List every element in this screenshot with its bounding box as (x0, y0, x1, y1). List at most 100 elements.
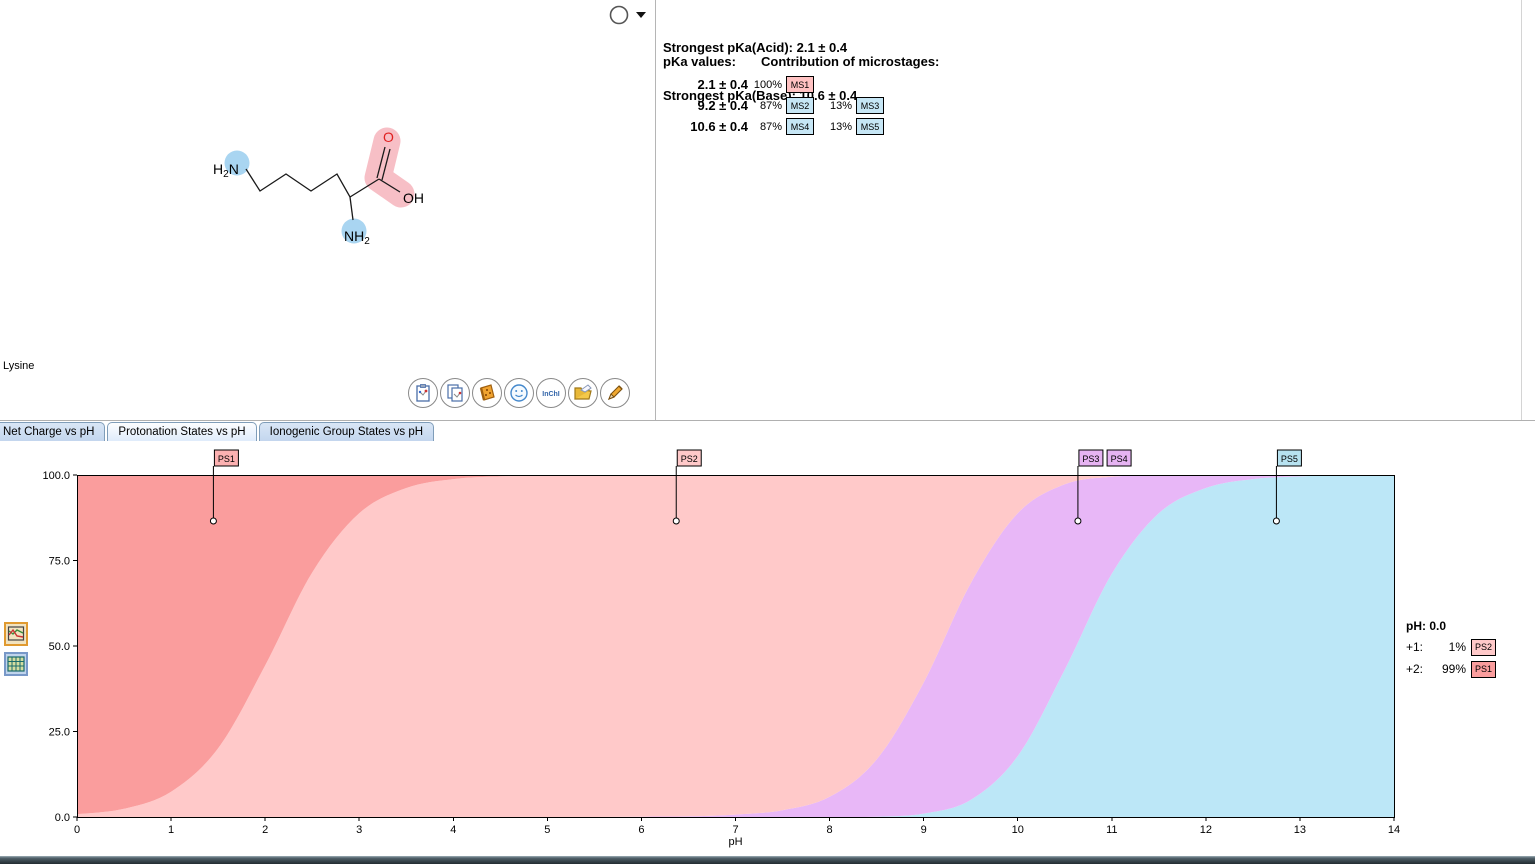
x-tick-label: 9 (921, 824, 927, 836)
edit-pencil-icon (608, 385, 623, 400)
structure-canvas[interactable]: H2N NH2 O OH Lysine InChI (0, 0, 656, 420)
chart-tab-bar: Net Charge vs pH Protonation States vs pH… (0, 421, 1535, 442)
microstate-percent: 13% (829, 99, 852, 112)
y-tick-label: 0.0 (55, 812, 70, 824)
pka-row: 2.1 ± 0.4 100% MS1 (663, 74, 884, 95)
chevron-down-icon[interactable] (636, 12, 646, 18)
readout-badge-ps2[interactable]: PS2 (1471, 638, 1496, 656)
smiley-button[interactable] (504, 378, 534, 408)
marker-badge-label: PS4 (1111, 454, 1128, 464)
x-tick-label: 10 (1012, 824, 1024, 836)
export-folder-icon (574, 384, 592, 400)
y-tick-label: 50.0 (49, 641, 70, 653)
x-tick-label: 2 (262, 824, 268, 836)
atom-label-h2n: H2N (213, 161, 239, 180)
strongest-acid-text: Strongest pKa(Acid): 2.1 ± 0.4 (663, 40, 848, 55)
microstate-badge-ms2[interactable]: MS2 (786, 97, 814, 114)
molecule-name: Lysine (3, 360, 35, 372)
table-view-icon (4, 652, 28, 676)
marker-badge-label: PS5 (1281, 454, 1298, 464)
microstate-badge-ms3[interactable]: MS3 (856, 97, 884, 114)
marker-badge-ps3[interactable] (1078, 449, 1104, 467)
marker-badge-label: PS1 (218, 454, 235, 464)
readout-charge: +2: (1406, 662, 1424, 676)
microstate-percent: 87% (759, 99, 782, 112)
x-tick-label: 1 (168, 824, 174, 836)
microstate-badge-ms4[interactable]: MS4 (786, 118, 814, 135)
microstate-badge-ms1[interactable]: MS1 (786, 76, 814, 93)
pka-row: 10.6 ± 0.4 87% MS4 13% MS5 (663, 116, 884, 137)
table-view-button[interactable] (4, 652, 28, 676)
amine-highlight-2 (341, 218, 367, 244)
atom-label-nh2: NH2 (344, 228, 370, 247)
pka-values-header: pKa values: (663, 54, 736, 69)
pka-value: 2.1 ± 0.4 (697, 77, 748, 92)
chart-view-button[interactable] (4, 622, 28, 646)
readout-row: +2: 99% PS1 (1406, 658, 1531, 680)
x-tick-label: 13 (1294, 824, 1306, 836)
bonds (245, 146, 401, 221)
area-ps1 (77, 474, 1394, 815)
readout-row: +1: 1% PS2 (1406, 636, 1531, 658)
pka-value: 9.2 ± 0.4 (697, 98, 748, 113)
area-ps2 (77, 474, 1394, 818)
radio-circle-icon[interactable] (609, 5, 629, 25)
readout-percent: 99% (1441, 662, 1466, 676)
smiley-icon (510, 384, 528, 402)
inchi-icon: InChI (542, 391, 560, 398)
x-tick-label: 12 (1200, 824, 1212, 836)
tab-ionogenic-group-states-vs-ph[interactable]: Ionogenic Group States vs pH (258, 422, 435, 441)
view-selector[interactable] (608, 4, 652, 26)
bottom-bar (0, 856, 1535, 864)
microstate-percent: 87% (759, 120, 782, 133)
microstate-percent: 13% (829, 120, 852, 133)
library-book-icon (479, 384, 495, 401)
x-tick-label: 8 (827, 824, 833, 836)
atom-label-o: O (383, 129, 394, 145)
tab-net-charge-vs-ph[interactable]: Net Charge vs pH (0, 422, 106, 441)
y-tick-label: 25.0 (49, 727, 70, 739)
chart-view-icon (4, 622, 28, 646)
y-tick-label: 100.0 (42, 470, 70, 482)
x-tick-label: 5 (544, 824, 550, 836)
marker-point-ps1 (209, 517, 217, 525)
molecule-toolbar: InChI (408, 378, 630, 412)
molecule-drawing: H2N NH2 O OH (213, 127, 424, 247)
marker-point-ps2 (672, 517, 680, 525)
edit-pencil-button[interactable] (600, 378, 630, 408)
y-tick-label: 75.0 (49, 556, 70, 568)
pka-row: 9.2 ± 0.4 87% MS2 13% MS3 (663, 95, 884, 116)
copy-structure-button[interactable] (440, 378, 470, 408)
marker-point-ps5 (1272, 517, 1280, 525)
pka-rows: 2.1 ± 0.4 100% MS1 9.2 ± 0.4 87% MS2 13% MS3 10.… (663, 74, 884, 137)
marker-badge-ps4[interactable] (1106, 449, 1132, 467)
x-tick-label: 11 (1106, 824, 1117, 836)
pka-value: 10.6 ± 0.4 (690, 119, 748, 134)
marker-badge-ps5[interactable] (1276, 449, 1302, 467)
tab-protonation-states-vs-ph[interactable]: Protonation States vs pH (107, 422, 257, 441)
readout-charge: +1: (1406, 640, 1424, 654)
inchi-button[interactable]: InChI (536, 378, 566, 408)
x-tick-label: 7 (732, 824, 738, 836)
marker-point-ps3 (1074, 517, 1082, 525)
x-tick-label: 14 (1388, 824, 1400, 836)
top-section: H2N NH2 O OH Lysine InChI Strongest pKa(… (0, 0, 1535, 421)
x-axis-label: pH (728, 836, 742, 848)
amine-highlight-1 (224, 150, 250, 176)
export-folder-button[interactable] (568, 378, 598, 408)
microstate-percent: 100% (753, 78, 782, 91)
panel-edge (1521, 0, 1522, 420)
marker-badge-ps1[interactable] (213, 449, 239, 467)
area-ps5 (77, 475, 1394, 818)
paste-structure-icon (416, 384, 430, 402)
copy-structure-icon (447, 384, 463, 402)
x-tick-label: 0 (74, 824, 80, 836)
x-tick-label: 3 (356, 824, 362, 836)
paste-structure-button[interactable] (408, 378, 438, 408)
library-book-button[interactable] (472, 378, 502, 408)
microstate-badge-ms5[interactable]: MS5 (856, 118, 884, 135)
contribution-header: Contribution of microstages: (761, 54, 940, 69)
marker-badge-label: PS2 (681, 454, 698, 464)
marker-badge-ps2[interactable] (676, 449, 702, 467)
readout-badge-ps1[interactable]: PS1 (1471, 660, 1496, 678)
